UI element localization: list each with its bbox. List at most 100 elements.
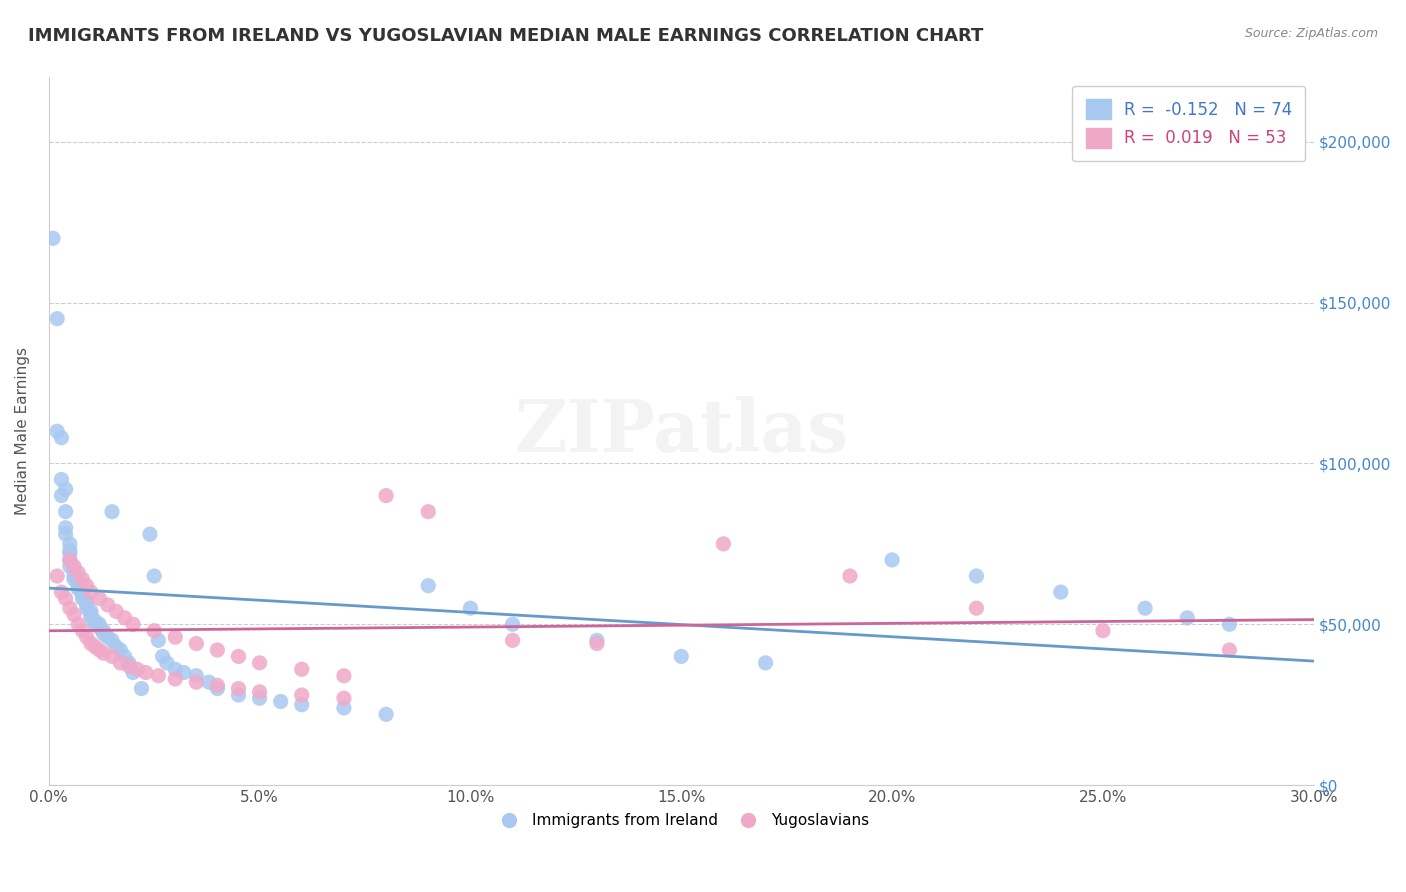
Point: [333, 669, 356, 683]
Point: [671, 649, 693, 664]
Point: [63, 607, 86, 622]
Point: [42, 231, 65, 245]
Point: [755, 656, 778, 670]
Point: [55, 521, 77, 535]
Point: [228, 681, 250, 696]
Text: Source: ZipAtlas.com: Source: ZipAtlas.com: [1244, 27, 1378, 40]
Point: [46, 311, 69, 326]
Point: [1175, 611, 1198, 625]
Point: [59, 537, 82, 551]
Point: [114, 649, 136, 664]
Point: [198, 675, 221, 690]
Point: [80, 636, 103, 650]
Point: [67, 579, 90, 593]
Point: [122, 665, 145, 680]
Point: [1218, 643, 1240, 657]
Point: [89, 617, 111, 632]
Point: [105, 640, 128, 654]
Text: IMMIGRANTS FROM IRELAND VS YUGOSLAVIAN MEDIAN MALE EARNINGS CORRELATION CHART: IMMIGRANTS FROM IRELAND VS YUGOSLAVIAN M…: [28, 27, 983, 45]
Point: [333, 691, 356, 706]
Point: [165, 662, 187, 676]
Point: [502, 617, 524, 632]
Point: [965, 569, 987, 583]
Point: [51, 473, 73, 487]
Point: [72, 588, 94, 602]
Point: [418, 579, 440, 593]
Point: [418, 505, 440, 519]
Point: [84, 640, 107, 654]
Point: [72, 585, 94, 599]
Point: [63, 572, 86, 586]
Point: [89, 591, 111, 606]
Point: [63, 559, 86, 574]
Point: [97, 598, 120, 612]
Point: [586, 633, 609, 648]
Point: [148, 669, 170, 683]
Point: [131, 681, 153, 696]
Point: [67, 566, 90, 580]
Point: [110, 656, 132, 670]
Point: [110, 643, 132, 657]
Point: [186, 636, 208, 650]
Point: [135, 665, 157, 680]
Point: [333, 701, 356, 715]
Point: [713, 537, 735, 551]
Point: [67, 575, 90, 590]
Point: [101, 649, 124, 664]
Point: [51, 489, 73, 503]
Point: [118, 656, 141, 670]
Point: [59, 547, 82, 561]
Point: [67, 617, 90, 632]
Point: [80, 585, 103, 599]
Point: [76, 601, 98, 615]
Point: [101, 505, 124, 519]
Point: [186, 675, 208, 690]
Point: [55, 482, 77, 496]
Y-axis label: Median Male Earnings: Median Male Earnings: [15, 347, 30, 516]
Point: [63, 563, 86, 577]
Point: [249, 656, 271, 670]
Point: [93, 627, 115, 641]
Point: [76, 595, 98, 609]
Point: [80, 604, 103, 618]
Legend: Immigrants from Ireland, Yugoslavians: Immigrants from Ireland, Yugoslavians: [488, 807, 876, 834]
Point: [72, 585, 94, 599]
Point: [143, 569, 166, 583]
Point: [59, 553, 82, 567]
Point: [228, 688, 250, 702]
Point: [165, 672, 187, 686]
Point: [59, 553, 82, 567]
Point: [1091, 624, 1114, 638]
Point: [51, 585, 73, 599]
Point: [291, 698, 314, 712]
Point: [67, 582, 90, 596]
Point: [880, 553, 903, 567]
Point: [72, 624, 94, 638]
Point: [93, 624, 115, 638]
Point: [1218, 617, 1240, 632]
Point: [76, 630, 98, 644]
Point: [156, 656, 179, 670]
Point: [270, 694, 292, 708]
Point: [84, 617, 107, 632]
Point: [173, 665, 195, 680]
Point: [502, 633, 524, 648]
Point: [152, 649, 174, 664]
Point: [55, 527, 77, 541]
Point: [114, 611, 136, 625]
Point: [59, 543, 82, 558]
Point: [93, 646, 115, 660]
Point: [186, 669, 208, 683]
Point: [101, 633, 124, 648]
Point: [460, 601, 482, 615]
Point: [127, 662, 149, 676]
Point: [1049, 585, 1071, 599]
Point: [55, 505, 77, 519]
Point: [586, 636, 609, 650]
Point: [838, 569, 860, 583]
Point: [139, 527, 162, 541]
Point: [97, 630, 120, 644]
Point: [165, 630, 187, 644]
Point: [59, 559, 82, 574]
Point: [965, 601, 987, 615]
